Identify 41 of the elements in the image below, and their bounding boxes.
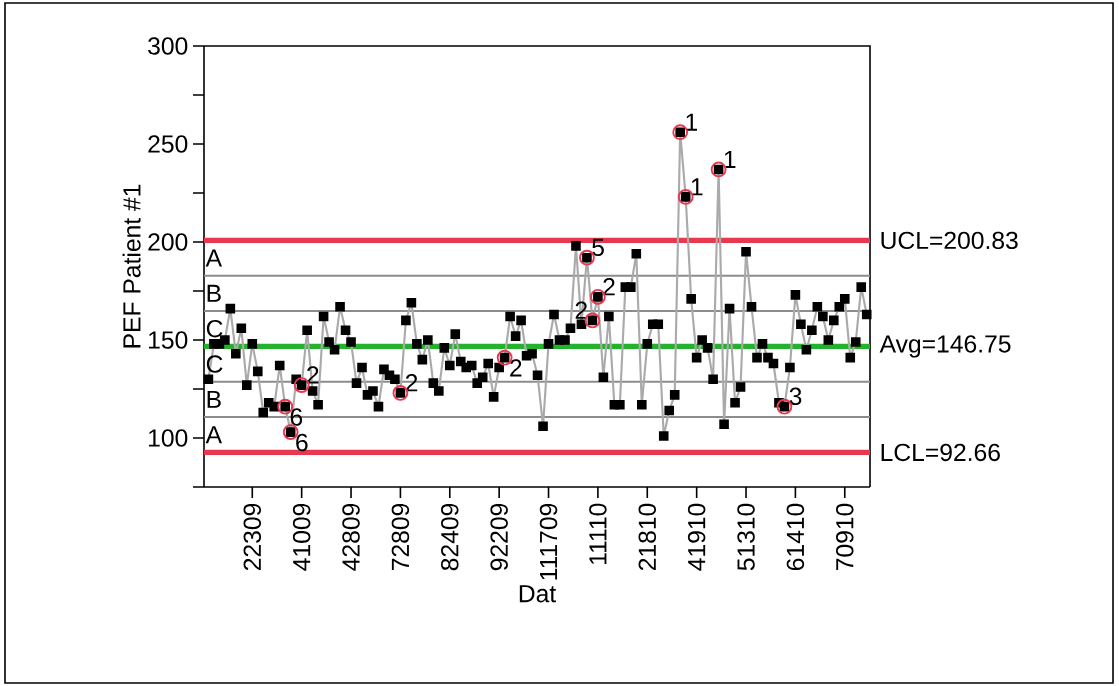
y-tick-label: 200: [148, 233, 188, 251]
x-tick-label: 51310: [737, 503, 755, 571]
x-tick-label: 22309: [243, 503, 262, 571]
annotation: A: [205, 249, 223, 267]
x-tick-label: 41009: [292, 503, 311, 571]
y-tick-label: 300: [148, 37, 188, 55]
annotation: B: [207, 390, 221, 408]
annotation: A: [205, 426, 223, 444]
annotation: 1: [686, 113, 697, 131]
annotation: 2: [575, 301, 587, 319]
y-tick-label: 150: [149, 331, 188, 349]
annotation: 2: [603, 278, 615, 296]
x-tick-label: 41910: [687, 503, 706, 571]
y-tick-label: 100: [149, 429, 188, 447]
annotation: 2: [510, 359, 522, 377]
annotation: 6: [296, 433, 308, 452]
annotation: 3: [789, 387, 802, 406]
x-tick-label: 92209: [490, 503, 508, 571]
x-tick-label: 82409: [441, 503, 459, 571]
x-tick-label: 70910: [836, 503, 854, 571]
annotation: B: [207, 284, 221, 302]
annotation: 2: [405, 374, 418, 392]
annotation: C: [206, 355, 223, 373]
annotation: C: [206, 319, 223, 338]
x-tick-label: 61410: [786, 503, 805, 571]
ref-line-label: Avg=146.75: [879, 335, 1011, 358]
annotation: 2: [307, 366, 319, 384]
x-tick-label: 21810: [638, 503, 657, 571]
ref-line-label: UCL=200.83: [881, 231, 1018, 250]
x-tick-label: 72809: [391, 503, 410, 571]
x-tick-label: 111709: [539, 503, 558, 580]
annotation: 1: [691, 178, 703, 196]
x-tick-label: 42809: [342, 503, 360, 571]
y-tick-label: 250: [148, 135, 188, 153]
annotation: 1: [724, 150, 736, 168]
annotation: 6: [290, 408, 303, 426]
x-axis-title: Dat: [519, 585, 557, 603]
x-tick-label: 11110: [589, 503, 607, 564]
y-axis-title: PEF Patient #1: [122, 184, 141, 348]
ref-line-label: LCL=92.66: [881, 443, 1000, 462]
annotation: 5: [592, 238, 604, 257]
